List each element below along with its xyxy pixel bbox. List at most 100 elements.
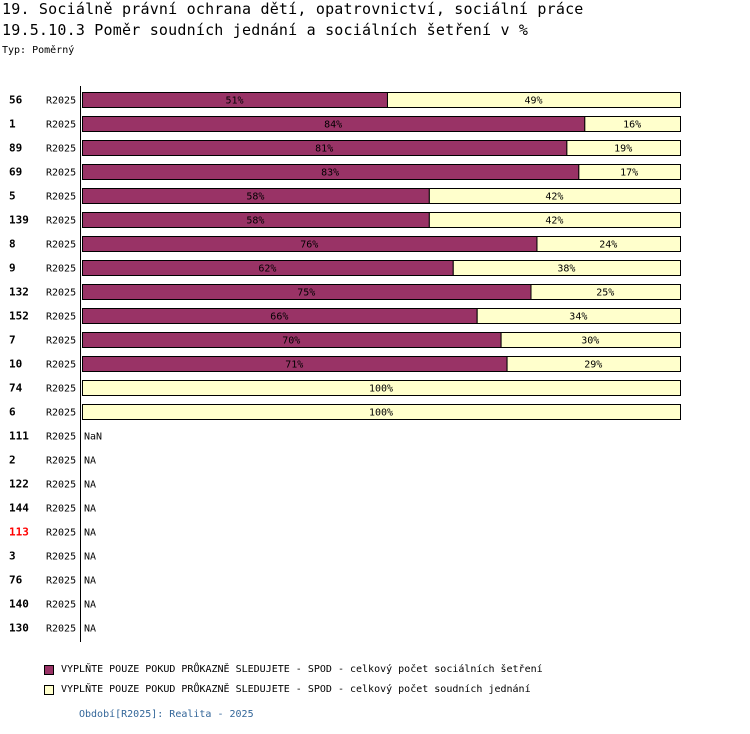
bar-label-court: 42%	[545, 216, 563, 227]
bar-label-court: 29%	[584, 360, 602, 371]
bar-label-social: 58%	[246, 216, 264, 227]
period-label: R2025	[46, 240, 76, 251]
row-label: 3	[9, 550, 16, 563]
missing-value-label: NA	[84, 600, 96, 611]
missing-value-label: NA	[84, 480, 96, 491]
bar-label-court: 30%	[581, 336, 599, 347]
bar-label-social: 70%	[282, 336, 300, 347]
bar-segment-court	[584, 116, 682, 132]
legend-swatch-series2	[44, 684, 54, 695]
period-footer: Období[R2025]: Realita - 2025	[79, 709, 254, 720]
bar-segment-court	[506, 356, 681, 372]
period-label: R2025	[46, 384, 76, 395]
row-label: 9	[9, 262, 16, 275]
bar-segment-court	[82, 404, 681, 420]
bar-label-social: 58%	[246, 192, 264, 203]
bar-segment-court	[428, 188, 681, 204]
bar-label-social: 83%	[321, 168, 339, 179]
missing-value-label: NA	[84, 528, 96, 539]
missing-value-label: NA	[84, 456, 96, 467]
bar-segment-court	[476, 308, 681, 324]
bar-segment-court	[82, 380, 681, 396]
period-label: R2025	[46, 456, 76, 467]
bar-segment-court	[536, 236, 681, 252]
row-label: 130	[9, 622, 29, 635]
row-label: 2	[9, 454, 16, 467]
row-label: 111	[9, 430, 29, 443]
chart-title: 19. Sociálně právní ochrana dětí, opatro…	[2, 0, 584, 18]
bar-label-court: 17%	[620, 168, 638, 179]
missing-value-label: NA	[84, 552, 96, 563]
period-label: R2025	[46, 264, 76, 275]
chart-type-label: Typ: Poměrný	[2, 45, 75, 56]
row-label: 8	[9, 238, 16, 251]
period-label: R2025	[46, 432, 76, 443]
row-label: 7	[9, 334, 16, 347]
row-label: 144	[9, 502, 29, 515]
period-label: R2025	[46, 576, 76, 587]
bar-segment-court	[530, 284, 681, 300]
bar-label-social: 62%	[258, 264, 276, 275]
row-label: 56	[9, 94, 23, 107]
bar-label-court: 19%	[614, 144, 632, 155]
period-label: R2025	[46, 216, 76, 227]
row-label: 74	[9, 382, 23, 395]
bar-label-social: 75%	[297, 288, 315, 299]
legend-label-series1: VYPLŇTE POUZE POKUD PRŮKAZNĚ SLEDUJETE -…	[61, 664, 543, 675]
bar-segment-court	[566, 140, 682, 156]
row-label: 139	[9, 214, 29, 227]
bar-label-court: 38%	[557, 264, 575, 275]
legend-item-social-investigations: VYPLŇTE POUZE POKUD PRŮKAZNĚ SLEDUJETE -…	[44, 664, 543, 675]
period-label: R2025	[46, 120, 76, 131]
bar-label-court: 25%	[596, 288, 614, 299]
period-label: R2025	[46, 480, 76, 491]
row-label: 140	[9, 598, 29, 611]
row-label: 69	[9, 166, 22, 179]
bar-label-social: 66%	[270, 312, 288, 323]
legend-item-court-hearings: VYPLŇTE POUZE POKUD PRŮKAZNĚ SLEDUJETE -…	[44, 684, 531, 695]
row-label: 89	[9, 142, 22, 155]
bar-label-court: 49%	[524, 96, 542, 107]
bar-label-social: 81%	[315, 144, 333, 155]
row-label: 10	[9, 358, 22, 371]
period-label: R2025	[46, 600, 76, 611]
missing-value-label: NA	[84, 576, 96, 587]
stacked-bar-chart: 56 R2025 51% 49%1 R2025 84% 16%89 R2025 81% 19%69…	[9, 86, 682, 642]
bar-label-social: 76%	[300, 240, 318, 251]
legend-label-series2: VYPLŇTE POUZE POKUD PRŮKAZNĚ SLEDUJETE -…	[61, 684, 531, 695]
missing-value-label: NA	[84, 624, 96, 635]
bar-label-court: 100%	[369, 408, 393, 419]
row-label: 122	[9, 478, 29, 491]
period-label: R2025	[46, 96, 76, 107]
bar-label-court: 34%	[569, 312, 587, 323]
bar-label-court: 42%	[545, 192, 563, 203]
missing-value-label: NaN	[84, 432, 102, 443]
period-label: R2025	[46, 144, 76, 155]
row-label: 132	[9, 286, 29, 299]
period-label: R2025	[46, 192, 76, 203]
bar-label-social: 51%	[225, 96, 243, 107]
period-label: R2025	[46, 168, 76, 179]
period-label: R2025	[46, 504, 76, 515]
bar-segment-court	[386, 92, 681, 108]
bar-label-social: 84%	[324, 120, 342, 131]
bar-segment-court	[500, 332, 681, 348]
period-label: R2025	[46, 408, 76, 419]
row-label: 1	[9, 118, 16, 131]
missing-value-label: NA	[84, 504, 96, 515]
period-label: R2025	[46, 552, 76, 563]
row-label: 5	[9, 190, 16, 203]
period-label: R2025	[46, 360, 76, 371]
period-label: R2025	[46, 336, 76, 347]
period-label: R2025	[46, 288, 76, 299]
period-label: R2025	[46, 312, 76, 323]
bar-segment-court	[428, 212, 681, 228]
period-label: R2025	[46, 528, 76, 539]
row-label: 113	[9, 526, 29, 539]
bar-label-court: 100%	[369, 384, 393, 395]
bar-label-court: 24%	[599, 240, 617, 251]
row-label: 6	[9, 406, 16, 419]
period-label: R2025	[46, 624, 76, 635]
bar-label-social: 71%	[285, 360, 303, 371]
row-label: 152	[9, 310, 29, 323]
